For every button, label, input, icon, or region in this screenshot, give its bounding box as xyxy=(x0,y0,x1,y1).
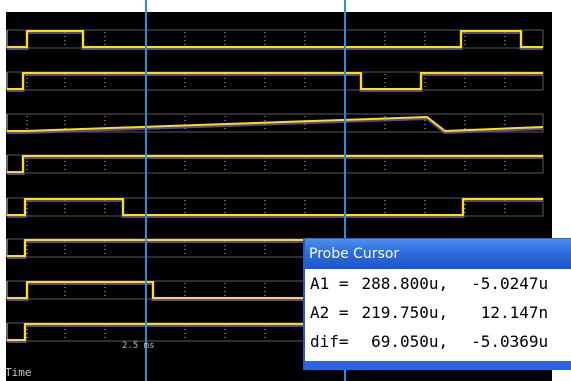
probe-window-bottom-border xyxy=(305,361,571,370)
probe-row-y-value: -5.0369u xyxy=(471,332,549,351)
probe-row-label: dif xyxy=(310,332,339,351)
probe-row-separator: = xyxy=(338,332,359,351)
trace-ch1 xyxy=(7,30,543,48)
trace-ch2 xyxy=(7,72,543,90)
trace-ch5 xyxy=(7,198,543,216)
time-tick-label: 2.5 ms xyxy=(122,341,155,351)
trace-ch8 xyxy=(7,323,543,341)
trace-shadow-ch7 xyxy=(7,282,543,301)
probe-row-a1: A1 = 288.800u, -5.0247u xyxy=(305,269,571,298)
trace-ch7 xyxy=(7,281,543,299)
trace-shadow-ch3 xyxy=(7,116,544,135)
trace-ch6 xyxy=(7,239,543,257)
probe-row-dif: dif= 69.050u, -5.0369u xyxy=(305,327,571,356)
trace-ch3 xyxy=(7,115,544,133)
probe-row-label: A2 xyxy=(310,303,330,322)
probe-row-label: A1 xyxy=(310,274,330,293)
probe-cursor-window[interactable]: Probe Cursor A1 = 288.800u, -5.0247u A2 =… xyxy=(303,238,571,370)
probe-row-y-value: 12.147n xyxy=(480,303,549,322)
probe-row-x-value: 288.800u, xyxy=(361,274,449,293)
x-axis-label: Time xyxy=(5,366,32,379)
probe-row-x-value: 219.750u, xyxy=(361,303,449,322)
probe-row-separator: = xyxy=(329,274,359,293)
signal-traces xyxy=(7,30,544,343)
probe-row-y-value: -5.0247u xyxy=(471,274,549,293)
probe-row-a2: A2 = 219.750u, 12.147n xyxy=(305,298,571,327)
trace-ch4 xyxy=(7,155,543,173)
probe-row-separator: = xyxy=(329,303,359,322)
probe-cursor-titlebar[interactable]: Probe Cursor xyxy=(305,239,571,269)
probe-row-x-value: 69.050u, xyxy=(371,332,449,351)
